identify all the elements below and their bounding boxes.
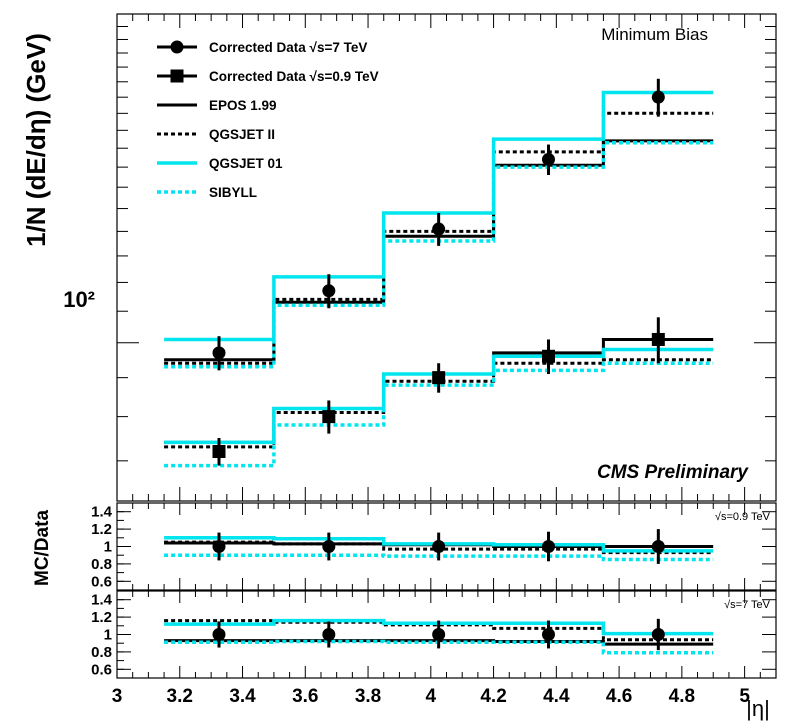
ratio-y-tick-label: 0.6 [91, 573, 112, 590]
main-axes [116, 14, 777, 501]
y-axis-title: 1/N (dE/dη) (GeV) [21, 33, 51, 247]
legend-marker-square [170, 69, 184, 83]
x-tick-label: 5 [739, 686, 750, 707]
main-frame [116, 13, 777, 502]
ratio-content-0.9tev: 1.41.210.80.6 [91, 502, 777, 591]
data-point-0.9tev [541, 349, 555, 363]
ratio-data-point [541, 540, 555, 553]
legend-label: QGSJET 01 [209, 156, 283, 171]
data-point-0.9tev [212, 445, 226, 459]
ratio-data-point [651, 628, 665, 641]
x-tick-label: 3.2 [167, 686, 193, 707]
legend-label: Corrected Data √s=7 TeV [209, 40, 367, 55]
x-tick-label: 3.4 [229, 686, 256, 707]
ratio-y-title: MC/Data [32, 510, 53, 586]
annotation-cms-preliminary: CMS Preliminary [597, 462, 749, 483]
ratio-data-point [322, 628, 336, 641]
ratio-data-point [432, 628, 446, 641]
data-point-0.9tev [651, 332, 665, 346]
legend-label: Corrected Data √s=0.9 TeV [209, 69, 379, 84]
ratio-y-tick-label: 0.8 [91, 556, 112, 573]
x-axis-title: |η| [746, 696, 770, 721]
data-point-7tev [212, 346, 226, 360]
main-panel: 10² 1/N (dE/dη) (GeV) Minimum Bias CMS P… [21, 13, 777, 502]
data-point-7tev [322, 284, 336, 298]
main-points [212, 78, 665, 466]
legend-label: QGSJET II [209, 127, 275, 142]
x-tick-label: 4.2 [480, 686, 506, 707]
ratio-y-tick-label: 1.4 [91, 592, 113, 609]
ratio-label-0.9tev: √s=0.9 TeV [715, 511, 771, 523]
ratio-y-tick-label: 1 [104, 627, 112, 644]
x-tick-label: 4 [426, 686, 437, 707]
legend-label: SIBYLL [209, 185, 257, 200]
ratio-curve-sibyll [164, 639, 714, 655]
ratio-panel-0.9tev: 1.41.210.80.6 √s=0.9 TeV MC/Data [32, 502, 777, 591]
data-point-7tev [651, 90, 665, 104]
legend: Corrected Data √s=7 TeV Corrected Data √s… [157, 40, 379, 200]
data-point-7tev [432, 222, 446, 236]
y-tick-label-100: 10² [63, 287, 95, 312]
ratio-label-7tev: √s=7 TeV [724, 599, 771, 611]
x-tick-label: 4.4 [543, 686, 570, 707]
x-tick-label: 3.8 [355, 686, 381, 707]
data-point-0.9tev [322, 410, 336, 424]
ratio-data-point [651, 540, 665, 553]
ratio-y-tick-label: 0.8 [91, 644, 112, 661]
ratio-data-point [322, 540, 336, 553]
data-point-0.9tev [432, 371, 446, 385]
x-tick-label: 3 [112, 686, 123, 707]
ratio-data-point [432, 540, 446, 553]
data-point-7tev [541, 152, 555, 166]
x-axis-labels: 3 3.2 3.4 3.6 3.8 4 4.2 4.4 4.6 4.8 5 [112, 686, 751, 707]
ratio-y-tick-label: 1.4 [91, 504, 113, 521]
ratio-y-tick-label: 1.2 [91, 609, 112, 626]
x-tick-label: 4.6 [606, 686, 632, 707]
ratio-panel-7tev: 1.41.210.80.6 √s=7 TeV [91, 590, 777, 679]
x-tick-label: 3.6 [292, 686, 318, 707]
ratio-y-tick-label: 1.2 [91, 521, 112, 538]
legend-marker-circle [170, 40, 184, 54]
ratio-data-point [212, 540, 226, 553]
legend-label: EPOS 1.99 [209, 98, 277, 113]
annotation-minimum-bias: Minimum Bias [601, 25, 708, 44]
ratio-y-tick-label: 0.6 [91, 661, 112, 678]
ratio-curve-qgsjet-01 [164, 618, 714, 636]
ratio-y-tick-label: 1 [104, 539, 112, 556]
ratio-data-point [541, 628, 555, 641]
x-tick-label: 4.8 [669, 686, 695, 707]
ratio-content-7tev: 1.41.210.80.6 [91, 590, 777, 679]
ratio-data-point [212, 628, 226, 641]
